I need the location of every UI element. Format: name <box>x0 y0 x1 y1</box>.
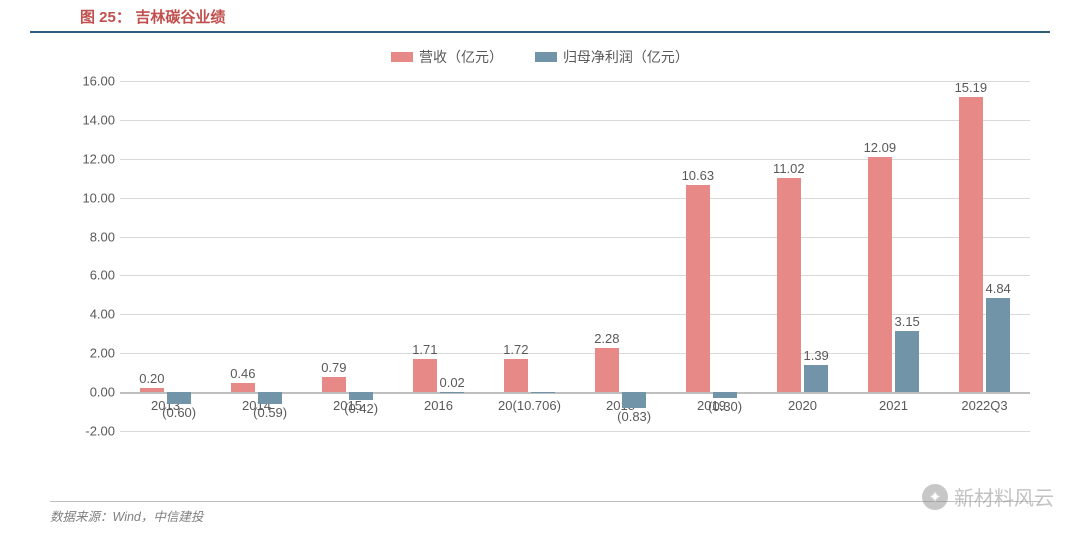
bar-profit <box>986 298 1010 392</box>
bar-revenue <box>868 157 892 392</box>
data-label-profit: (0.59) <box>253 405 287 420</box>
y-axis-label: 14.00 <box>65 112 115 127</box>
chart-header: 图 25： 吉林碳谷业绩 <box>30 0 1050 33</box>
data-label-revenue: 2.28 <box>594 331 619 346</box>
data-label-profit: 1.39 <box>803 348 828 363</box>
y-axis-label: 12.00 <box>65 151 115 166</box>
data-label-revenue: 0.46 <box>230 366 255 381</box>
x-axis-label: 2022Q3 <box>961 398 1007 413</box>
data-label-revenue: 0.20 <box>139 371 164 386</box>
legend-swatch-revenue <box>391 52 413 62</box>
data-label-profit: (0.42) <box>344 401 378 416</box>
x-axis-label: 2020 <box>788 398 817 413</box>
grid-line <box>120 198 1030 199</box>
watermark: ✦ 新材料风云 <box>922 482 1054 511</box>
plot-area: -2.000.002.004.006.008.0010.0012.0014.00… <box>120 81 1030 431</box>
bar-profit <box>167 392 191 404</box>
grid-line <box>120 431 1030 432</box>
bar-revenue <box>504 359 528 392</box>
y-axis-label: 8.00 <box>65 229 115 244</box>
data-label-revenue: 0.79 <box>321 360 346 375</box>
y-axis-label: 16.00 <box>65 74 115 89</box>
data-label-revenue: 11.02 <box>773 161 805 176</box>
data-label-profit: 3.15 <box>894 314 919 329</box>
grid-line <box>120 275 1030 276</box>
bar-profit <box>713 392 737 398</box>
grid-line <box>120 81 1030 82</box>
grid-line <box>120 353 1030 354</box>
chart-area: -2.00 0.00 2.00 4.00 6.00 8.00 10.00 12.00 14.00… <box>60 71 1040 471</box>
source-text: 数据来源：Wind，中信建投 <box>50 501 1040 525</box>
bar-revenue <box>777 178 801 392</box>
bar-profit <box>804 365 828 392</box>
x-axis-label: 2021 <box>879 398 908 413</box>
data-label-revenue: 1.72 <box>503 341 528 356</box>
x-axis-label: 20(10.706) <box>498 398 561 413</box>
bar-profit <box>622 392 646 408</box>
y-axis-label: 2.00 <box>65 346 115 361</box>
bar-revenue <box>413 359 437 392</box>
legend-label-profit: 归母净利润（亿元） <box>563 47 689 67</box>
bar-profit <box>349 392 373 400</box>
watermark-text: 新材料风云 <box>954 482 1054 511</box>
bar-revenue <box>140 388 164 392</box>
data-label-profit: 4.84 <box>985 281 1010 296</box>
figure-number: 图 25： <box>80 9 131 26</box>
data-label-profit: (0.60) <box>162 405 196 420</box>
grid-line <box>120 392 1030 393</box>
data-label-revenue: 12.09 <box>864 140 897 155</box>
bar-profit <box>895 331 919 392</box>
grid-line <box>120 120 1030 121</box>
bar-revenue <box>231 383 255 392</box>
data-label-profit: (0.30) <box>708 399 742 414</box>
data-label-revenue: 15.19 <box>955 80 988 95</box>
grid-line <box>120 159 1030 160</box>
figure-title: 吉林碳谷业绩 <box>135 9 225 26</box>
legend-item-profit: 归母净利润（亿元） <box>535 47 689 67</box>
chart-legend: 营收（亿元） 归母净利润（亿元） <box>0 33 1080 71</box>
bar-revenue <box>595 348 619 392</box>
y-axis-label: 4.00 <box>65 307 115 322</box>
legend-label-revenue: 营收（亿元） <box>419 47 503 67</box>
grid-line <box>120 237 1030 238</box>
legend-item-revenue: 营收（亿元） <box>391 47 503 67</box>
y-axis-label: -2.00 <box>65 424 115 439</box>
data-label-profit: 0.02 <box>439 374 464 389</box>
bar-revenue <box>322 377 346 392</box>
bar-profit <box>258 392 282 403</box>
x-axis-label: 2016 <box>424 398 453 413</box>
legend-swatch-profit <box>535 52 557 62</box>
bar-revenue <box>686 185 710 392</box>
data-label-revenue: 1.71 <box>412 342 437 357</box>
y-axis-label: 0.00 <box>65 385 115 400</box>
y-axis-label: 10.00 <box>65 190 115 205</box>
data-label-revenue: 10.63 <box>682 168 715 183</box>
data-label-profit: (0.83) <box>617 409 651 424</box>
bar-profit <box>531 392 555 393</box>
bar-revenue <box>959 97 983 392</box>
wechat-icon: ✦ <box>922 484 948 510</box>
y-axis-label: 6.00 <box>65 268 115 283</box>
